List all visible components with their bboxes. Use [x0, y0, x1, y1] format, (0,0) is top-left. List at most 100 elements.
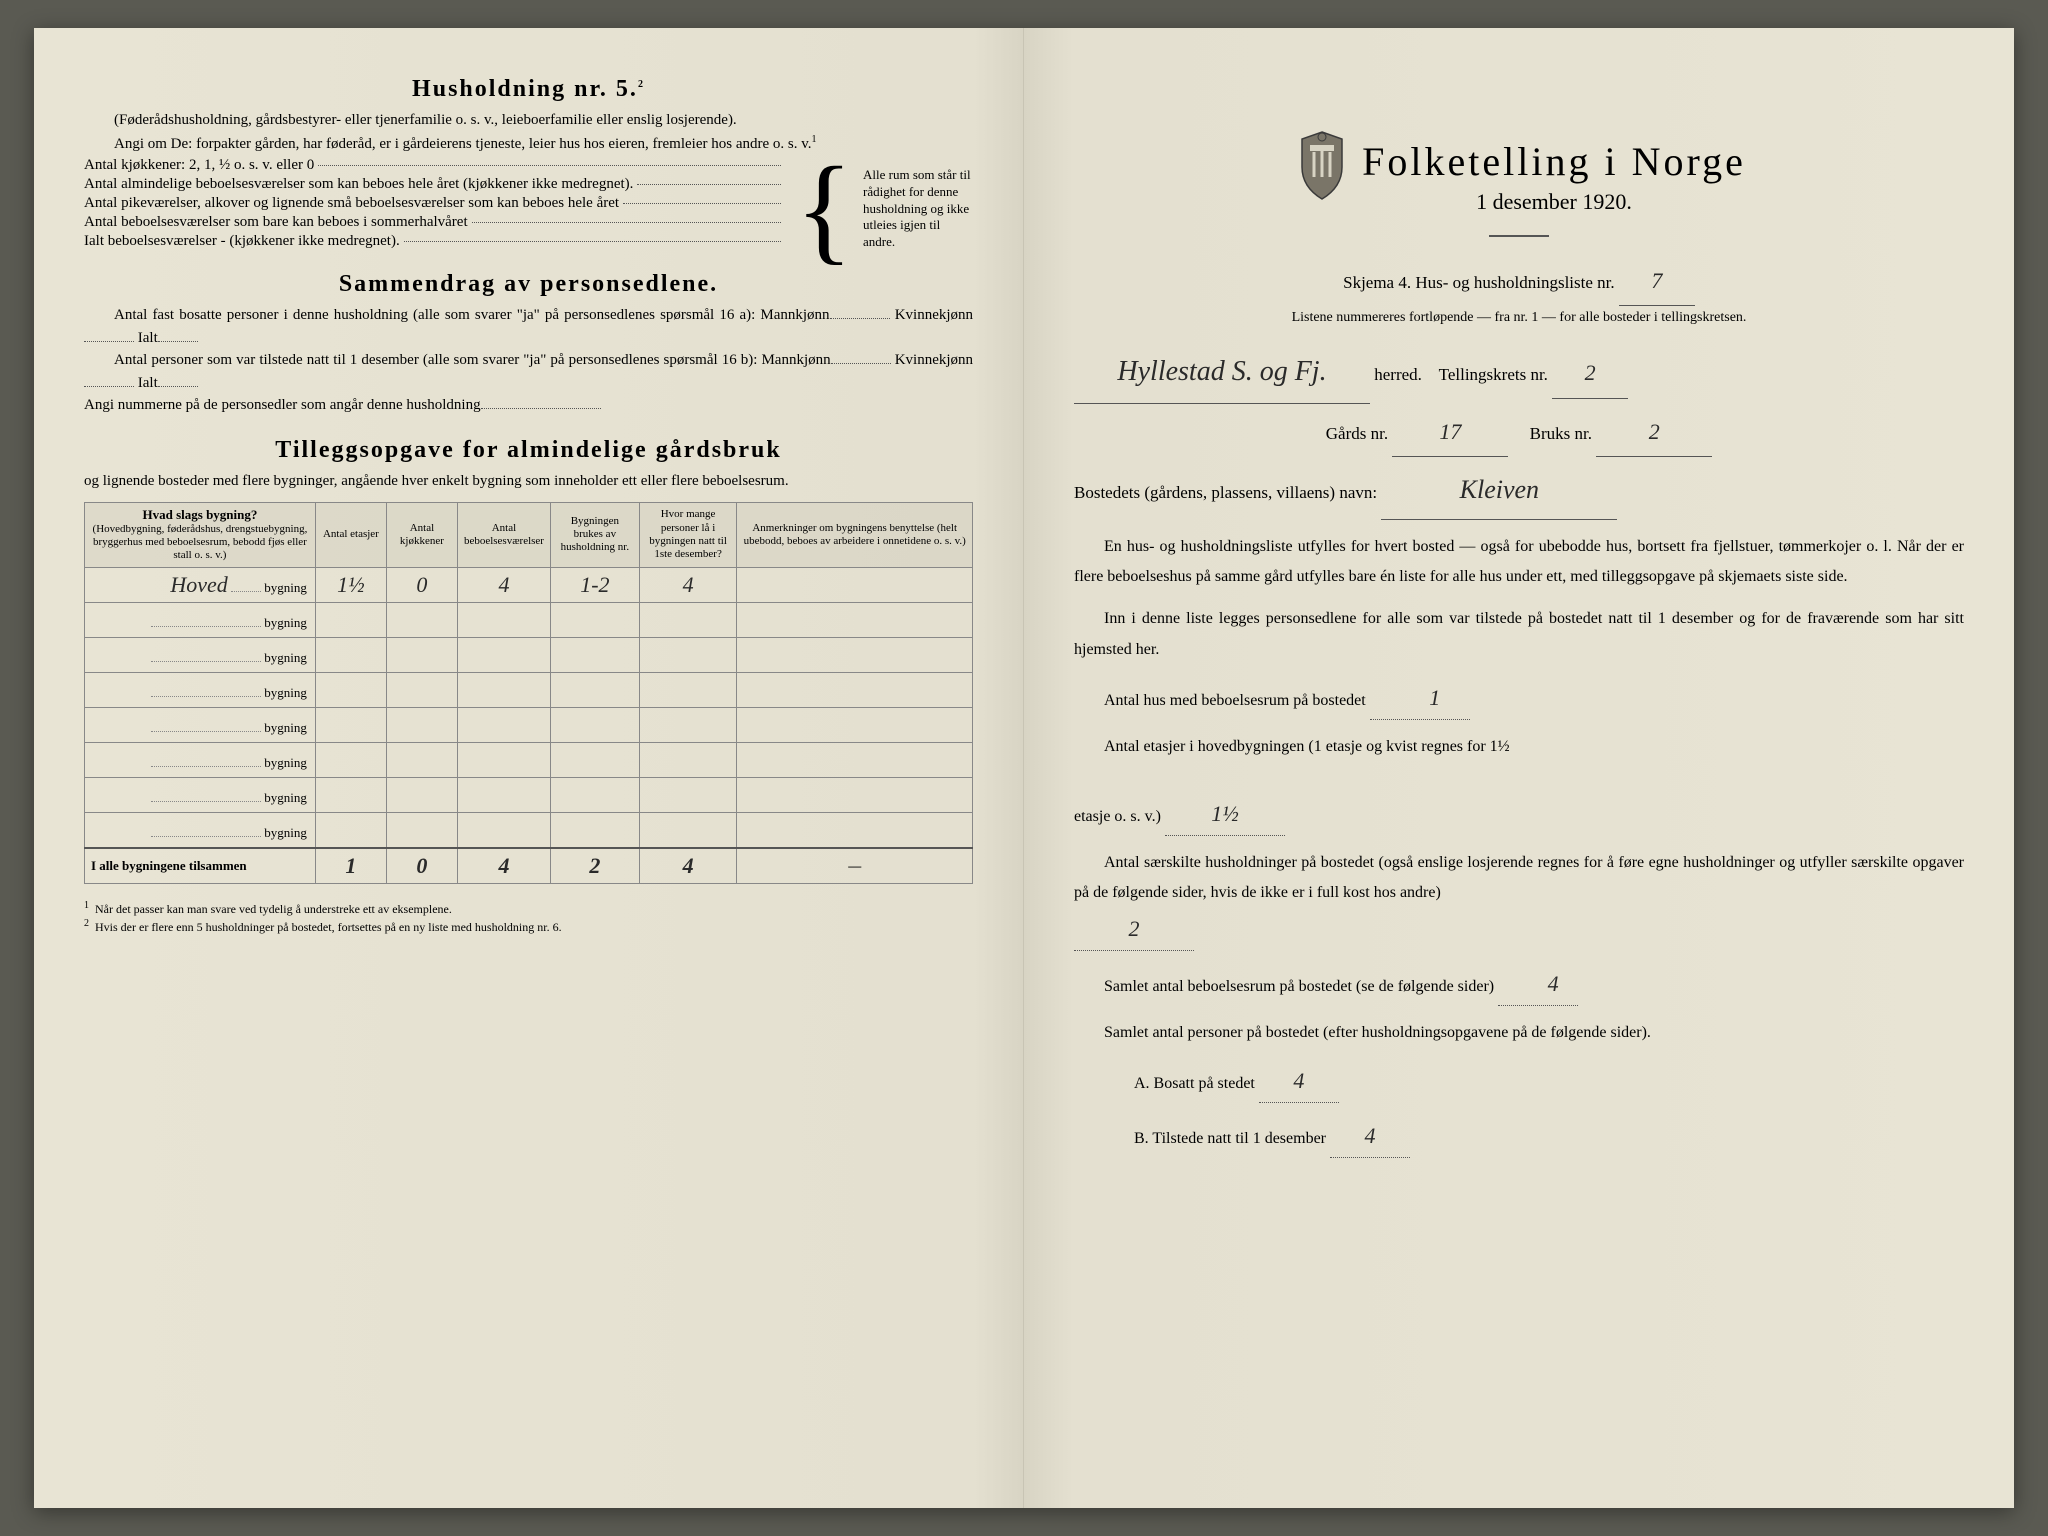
row-pers	[639, 742, 737, 777]
row-etasjer	[315, 812, 386, 848]
q3-line: Antal særskilte husholdninger på bostede…	[1074, 848, 1964, 952]
table-total-row: I alle bygningene tilsammen 1 0 4 2 4 —	[85, 848, 973, 884]
household-5-heading: Husholdning nr. 5.2	[84, 76, 973, 103]
skjema-line: Skjema 4. Hus- og husholdningsliste nr. …	[1074, 257, 1964, 306]
gards-value: 17	[1392, 408, 1508, 457]
row-hush	[550, 777, 639, 812]
sommer-label: Antal beboelsesværelser som bare kan beb…	[84, 214, 468, 231]
sammendrag-2: Antal personer som var tilstede natt til…	[84, 349, 973, 394]
row-anm	[737, 777, 973, 812]
th-etasjer: Antal etasjer	[315, 503, 386, 568]
row-name: bygning	[85, 602, 316, 637]
row-hush	[550, 742, 639, 777]
table-row: Hoved bygning 1½ 0 4 1-2 4	[85, 567, 973, 602]
row-name: bygning	[85, 777, 316, 812]
row-vaer: 4	[457, 567, 550, 602]
building-table: Hvad slags bygning? (Hovedbygning, føder…	[84, 502, 973, 884]
q5a-line: A. Bosatt på stedet 4	[1134, 1060, 1964, 1103]
main-title: Folketelling i Norge	[1362, 138, 1746, 185]
row-anm	[737, 672, 973, 707]
census-document: Husholdning nr. 5.2 (Føderådshusholdning…	[34, 28, 2014, 1508]
table-row: bygning	[85, 672, 973, 707]
row-pers	[639, 637, 737, 672]
row-kjokken	[386, 637, 457, 672]
th-anmerk: Anmerkninger om bygningens benyttelse (h…	[737, 503, 973, 568]
th-bygning: Hvad slags bygning? (Hovedbygning, føder…	[85, 503, 316, 568]
row-etasjer	[315, 707, 386, 742]
table-row: bygning	[85, 777, 973, 812]
telling-value: 2	[1552, 349, 1628, 398]
row-kjokken	[386, 602, 457, 637]
table-row: bygning	[85, 742, 973, 777]
row-etasjer	[315, 742, 386, 777]
brace-icon: {	[795, 155, 853, 263]
right-page: Folketelling i Norge 1 desember 1920. Sk…	[1024, 28, 2014, 1508]
census-date: 1 desember 1920.	[1362, 189, 1746, 215]
q5b-value: 4	[1330, 1115, 1410, 1158]
row-etasjer	[315, 637, 386, 672]
herred-line: Hyllestad S. og Fj. herred. Tellingskret…	[1074, 341, 1964, 404]
row-kjokken: 0	[386, 567, 457, 602]
row-pers	[639, 707, 737, 742]
tillegg-heading: Tilleggsopgave for almindelige gårdsbruk	[84, 437, 973, 464]
total-etasjer: 1	[315, 848, 386, 884]
herred-value: Hyllestad S. og Fj.	[1074, 341, 1370, 404]
title-section: Folketelling i Norge 1 desember 1920.	[1074, 108, 1964, 225]
row-anm	[737, 707, 973, 742]
footnotes: 1 Når det passer kan man svare ved tydel…	[84, 899, 973, 937]
tillegg-sub: og lignende bosteder med flere bygninger…	[84, 470, 973, 493]
row-hush: 1-2	[550, 567, 639, 602]
divider	[1489, 235, 1549, 237]
row-kjokken	[386, 777, 457, 812]
th-kjokken: Antal kjøkkener	[386, 503, 457, 568]
row-kjokken	[386, 742, 457, 777]
row-vaer	[457, 707, 550, 742]
table-row: bygning	[85, 812, 973, 848]
row-hush	[550, 637, 639, 672]
row-name: bygning	[85, 812, 316, 848]
row-kjokken	[386, 672, 457, 707]
row-anm	[737, 812, 973, 848]
para-2: Inn i denne liste legges personsedlene f…	[1074, 604, 1964, 665]
row-pers	[639, 777, 737, 812]
sammendrag-1: Antal fast bosatte personer i denne hush…	[84, 304, 973, 349]
row-hush	[550, 672, 639, 707]
row-name: bygning	[85, 672, 316, 707]
total-kjokken: 0	[386, 848, 457, 884]
q4-value: 4	[1498, 963, 1578, 1006]
bruks-value: 2	[1596, 408, 1712, 457]
row-name: bygning	[85, 637, 316, 672]
total-pers: 4	[639, 848, 737, 884]
left-page: Husholdning nr. 5.2 (Føderådshusholdning…	[34, 28, 1024, 1508]
row-hush	[550, 602, 639, 637]
row-anm	[737, 637, 973, 672]
q2-value: 1½	[1165, 793, 1285, 836]
row-pers	[639, 672, 737, 707]
bosted-line: Bostedets (gårdens, plassens, villaens) …	[1074, 461, 1964, 519]
row-kjokken	[386, 707, 457, 742]
row-anm	[737, 567, 973, 602]
total-hush: 2	[550, 848, 639, 884]
q1-line: Antal hus med beboelsesrum på bostedet 1	[1074, 677, 1964, 720]
q5b-line: B. Tilstede natt til 1 desember 4	[1134, 1115, 1964, 1158]
q3-value: 2	[1074, 908, 1194, 951]
row-name: bygning	[85, 742, 316, 777]
row-etasjer	[315, 602, 386, 637]
row-pers	[639, 602, 737, 637]
row-etasjer: 1½	[315, 567, 386, 602]
row-name: Hoved bygning	[85, 567, 316, 602]
row-hush	[550, 707, 639, 742]
coat-of-arms-icon	[1292, 127, 1352, 207]
row-etasjer	[315, 777, 386, 812]
th-personer: Hvor mange personer lå i bygningen natt …	[639, 503, 737, 568]
table-row: bygning	[85, 637, 973, 672]
row-pers	[639, 812, 737, 848]
th-hushold: Bygningen brukes av husholdning nr.	[550, 503, 639, 568]
table-row: bygning	[85, 602, 973, 637]
total-label: I alle bygningene tilsammen	[85, 848, 316, 884]
alm-label: Antal almindelige beboelsesværelser som …	[84, 176, 633, 193]
ialt-label: Ialt beboelsesværelser - (kjøkkener ikke…	[84, 233, 400, 250]
q4-line: Samlet antal beboelsesrum på bostedet (s…	[1074, 963, 1964, 1006]
total-vaer: 4	[457, 848, 550, 884]
row-anm	[737, 742, 973, 777]
